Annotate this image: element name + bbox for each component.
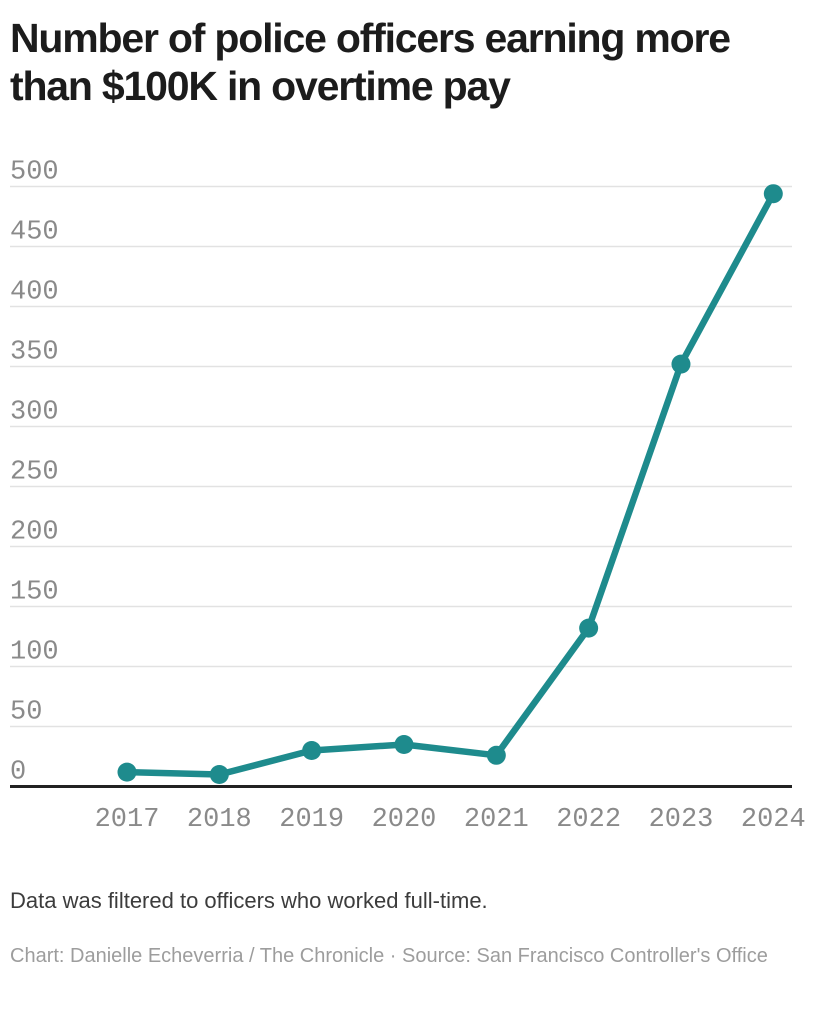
data-point	[117, 762, 137, 782]
data-point	[302, 741, 322, 760]
x-tick-label: 2018	[187, 805, 252, 835]
y-tick-label: 150	[10, 578, 59, 608]
y-tick-label: 400	[10, 278, 59, 308]
x-tick-label: 2023	[649, 805, 714, 835]
chart-note: Data was filtered to officers who worked…	[10, 888, 488, 913]
x-tick-label: 2022	[556, 805, 621, 835]
data-point	[209, 765, 229, 784]
y-tick-label: 200	[10, 518, 59, 548]
data-point	[486, 745, 506, 765]
x-tick-label: 2019	[279, 805, 344, 835]
y-tick-label: 300	[10, 398, 59, 428]
y-tick-label: 350	[10, 338, 59, 368]
data-point	[763, 184, 783, 204]
y-tick-label: 50	[10, 698, 42, 728]
data-point	[394, 735, 414, 754]
data-point	[579, 618, 599, 638]
y-tick-label: 250	[10, 458, 59, 488]
x-tick-label: 2021	[464, 805, 529, 835]
x-tick-label: 2024	[741, 805, 806, 835]
data-point	[671, 354, 691, 374]
chart-credit: Chart: Danielle Echeverria / The Chronic…	[10, 945, 768, 967]
y-tick-label: 450	[10, 218, 59, 248]
x-tick-label: 2017	[95, 805, 160, 835]
chart-title-line1: Number of police officers earning more	[10, 15, 731, 61]
chart-title-line2: than $100K in overtime pay	[10, 63, 511, 109]
x-tick-label: 2020	[372, 805, 437, 835]
data-line	[123, 190, 777, 778]
chart-title: Number of police officers earning more th…	[10, 14, 810, 110]
y-tick-label: 100	[10, 638, 59, 668]
y-tick-label: 500	[10, 158, 59, 188]
y-tick-label: 0	[10, 758, 26, 788]
